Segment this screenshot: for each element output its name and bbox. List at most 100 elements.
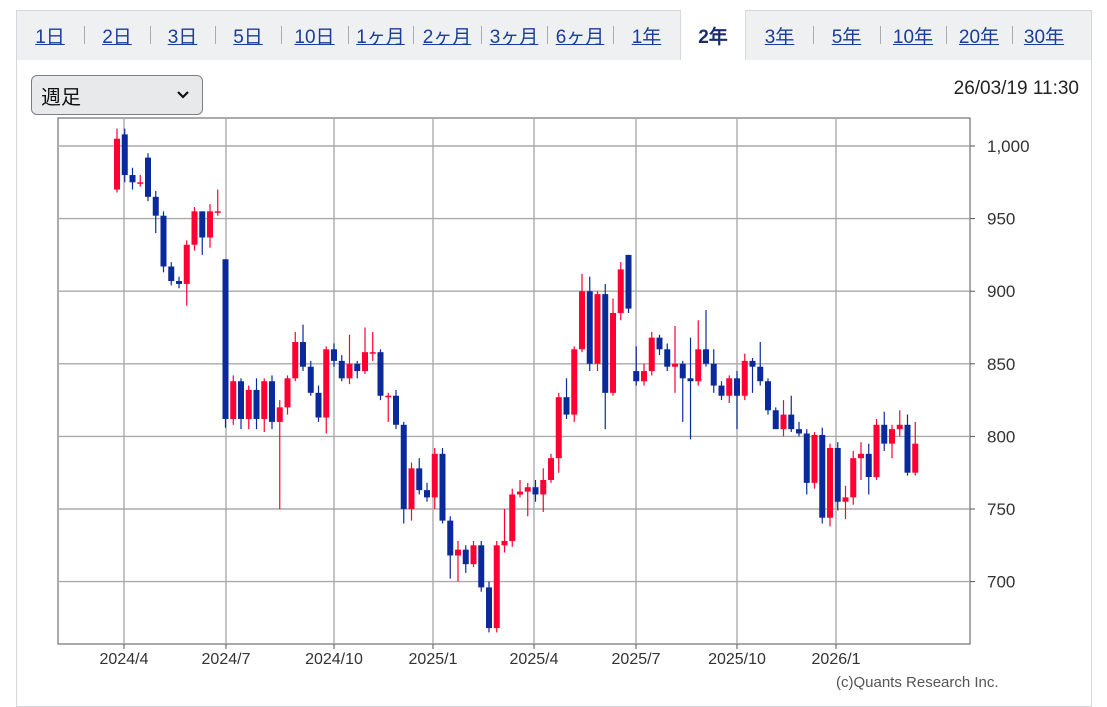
- tab-8[interactable]: 6ヶ月: [547, 10, 613, 60]
- candle-period-select[interactable]: 週足: [31, 75, 203, 115]
- candle-body: [912, 443, 919, 473]
- x-tick-label: 2025/7: [612, 651, 661, 668]
- candle-body: [726, 378, 733, 396]
- x-tick-label: 2026/1: [812, 651, 861, 668]
- candle-body: [889, 429, 895, 444]
- y-tick-label: 750: [987, 500, 1015, 519]
- candle-body: [152, 196, 159, 216]
- candle-body: [827, 448, 833, 518]
- plot-area: [57, 117, 971, 645]
- candle-body: [850, 458, 857, 498]
- candle-body: [765, 381, 771, 411]
- candle-body: [331, 349, 337, 361]
- candle-body: [679, 363, 686, 379]
- candle-body: [346, 363, 353, 379]
- candle-body: [540, 479, 547, 495]
- tab-15[interactable]: 30年: [1012, 10, 1076, 60]
- candle-body: [245, 389, 252, 419]
- candle-body: [207, 211, 213, 238]
- candle-body: [408, 468, 415, 509]
- x-tick-label: 2025/10: [708, 651, 766, 668]
- candle-body: [400, 424, 407, 509]
- candle-body: [648, 337, 655, 372]
- candle-body: [439, 453, 446, 521]
- candle-body: [447, 520, 454, 556]
- candle-body: [238, 381, 244, 419]
- candle-body: [276, 407, 283, 422]
- y-tick-label: 950: [987, 210, 1015, 229]
- candle-body: [261, 381, 268, 419]
- tab-10[interactable]: 2年: [680, 10, 746, 61]
- candle-body: [121, 134, 128, 176]
- candle-body: [803, 433, 810, 483]
- candle-body: [896, 424, 903, 430]
- candle-body: [625, 254, 632, 309]
- y-tick-label: 1,000: [987, 137, 1030, 156]
- candle-body: [369, 352, 376, 354]
- candle-body: [253, 389, 260, 419]
- candle-body: [617, 269, 624, 313]
- tab-13[interactable]: 10年: [880, 10, 946, 60]
- candle-body: [703, 349, 709, 364]
- tab-2[interactable]: 3日: [150, 10, 215, 60]
- y-tick-label: 850: [987, 355, 1015, 374]
- candle-body: [858, 453, 864, 459]
- candle-body: [904, 424, 911, 473]
- candle-body: [757, 366, 764, 382]
- chevron-down-icon: [177, 91, 189, 99]
- tab-3[interactable]: 5日: [215, 10, 281, 60]
- tab-9[interactable]: 1年: [613, 10, 680, 60]
- candle-body: [424, 490, 430, 498]
- candle-body: [455, 549, 461, 556]
- candle-body: [796, 429, 802, 434]
- candle-body: [741, 360, 748, 396]
- candle-body: [354, 363, 361, 372]
- x-tick-label: 2024/7: [202, 651, 251, 668]
- candle-body: [493, 545, 500, 629]
- tab-14[interactable]: 20年: [946, 10, 1012, 60]
- candle-body: [292, 342, 299, 379]
- tab-4[interactable]: 10日: [281, 10, 348, 60]
- candle-body: [431, 453, 438, 498]
- candle-body: [548, 458, 554, 480]
- candle-body: [377, 352, 384, 396]
- x-tick-label: 2024/4: [100, 651, 149, 668]
- candle-body: [811, 434, 818, 483]
- y-tick-label: 900: [987, 282, 1015, 301]
- candle-body: [323, 349, 330, 418]
- candle-body: [338, 360, 345, 379]
- candle-body: [734, 378, 740, 396]
- x-tick-label: 2025/4: [510, 651, 559, 668]
- candle-body: [586, 291, 593, 364]
- tab-1[interactable]: 2日: [84, 10, 150, 60]
- tab-11[interactable]: 3年: [764, 26, 795, 48]
- candle-body: [385, 395, 392, 398]
- candle-body: [873, 424, 880, 478]
- candle-body: [834, 448, 841, 502]
- tab-6[interactable]: 2ヶ月: [413, 10, 481, 60]
- candle-body: [579, 291, 585, 350]
- candle-body: [307, 366, 314, 393]
- tab-7[interactable]: 3ヶ月: [481, 10, 547, 60]
- y-tick-label: 800: [987, 427, 1015, 446]
- tab-0[interactable]: 1日: [35, 26, 65, 48]
- candle-body: [191, 211, 198, 245]
- candle-body: [563, 397, 570, 415]
- candle-body: [710, 363, 717, 386]
- candle-body: [137, 182, 144, 184]
- candle-body: [772, 410, 779, 430]
- candle-body: [594, 294, 601, 364]
- candle-body: [749, 360, 756, 367]
- tab-5[interactable]: 1ヶ月: [348, 10, 413, 60]
- candle-body: [788, 414, 795, 430]
- candle-body: [532, 487, 539, 495]
- candle-body: [393, 395, 399, 425]
- candle-body: [610, 312, 616, 393]
- candle-body: [284, 378, 291, 408]
- candle-body: [633, 371, 640, 382]
- candle-body: [780, 414, 787, 430]
- tab-12[interactable]: 5年: [813, 10, 880, 60]
- candle-body: [695, 349, 702, 382]
- candle-body: [160, 215, 167, 267]
- x-tick-label: 2025/1: [409, 651, 458, 668]
